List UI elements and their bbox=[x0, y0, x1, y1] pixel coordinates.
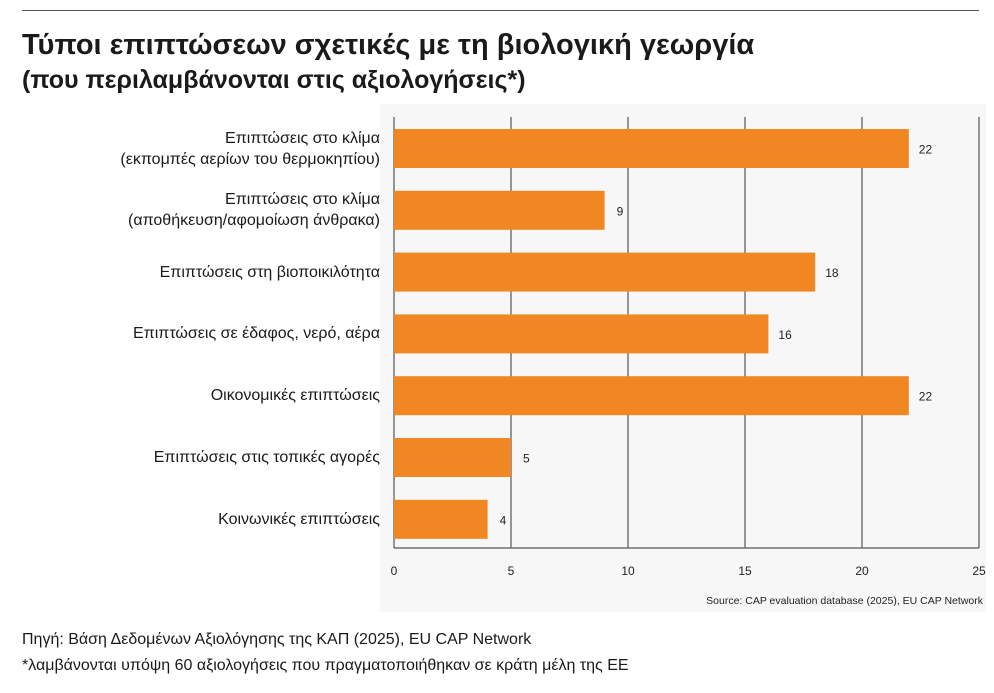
category-label: Επιπτώσεις στο κλίμα (εκπομπές αερίων του… bbox=[20, 128, 380, 170]
category-label: Επιπτώσεις στη βιοποικιλότητα bbox=[20, 262, 380, 283]
category-label-line: Επιπτώσεις στο κλίμα bbox=[225, 129, 380, 147]
bar bbox=[394, 252, 816, 292]
bar bbox=[394, 314, 769, 354]
x-tick-label: 0 bbox=[391, 564, 398, 578]
bar bbox=[394, 129, 909, 168]
category-label-line: Κοινωνικές επιπτώσεις bbox=[218, 510, 380, 528]
data-label: 18 bbox=[825, 266, 839, 280]
category-label-line: Επιπτώσεις σε έδαφος, νερό, αέρα bbox=[133, 325, 380, 343]
category-label-line: Οικονομικές επιπτώσεις bbox=[210, 387, 380, 405]
category-label-line: (αποθήκευση/αφομοίωση άνθρακα) bbox=[128, 212, 380, 230]
x-tick-label: 20 bbox=[855, 564, 869, 578]
footer-note: *λαμβάνονται υπόψη 60 αξιολογήσεις που π… bbox=[22, 657, 629, 674]
x-tick-label: 5 bbox=[508, 564, 515, 578]
top-rule bbox=[22, 10, 979, 11]
x-tick-label: 25 bbox=[972, 564, 986, 578]
category-label: Επιπτώσεις σε έδαφος, νερό, αέρα bbox=[20, 323, 380, 344]
category-label: Κοινωνικές επιπτώσεις bbox=[20, 509, 380, 530]
category-label: Επιπτώσεις στις τοπικές αγορές bbox=[20, 447, 380, 468]
data-label: 4 bbox=[500, 513, 507, 527]
x-tick-label: 15 bbox=[738, 564, 752, 578]
category-label-line: (εκπομπές αερίων του θερμοκηπίου) bbox=[120, 150, 380, 168]
data-label: 16 bbox=[778, 328, 792, 342]
bar bbox=[394, 499, 488, 539]
chart-title: Τύποι επιπτώσεων σχετικές με τη βιολογικ… bbox=[22, 29, 755, 61]
chart-subtitle: (που περιλαμβάνονται στις αξιολογήσεις*) bbox=[22, 66, 526, 94]
x-tick-label: 10 bbox=[621, 564, 635, 578]
category-label-line: Επιπτώσεις στη βιοποικιλότητα bbox=[159, 263, 380, 281]
footer-source: Πηγή: Βάση Δεδομένων Αξιολόγησης της ΚΑΠ… bbox=[22, 631, 532, 648]
category-label-line: Επιπτώσεις στις τοπικές αγορές bbox=[153, 449, 380, 466]
category-label-line: Επιπτώσεις στο κλίμα bbox=[225, 191, 380, 209]
bar bbox=[394, 438, 511, 477]
category-label: Επιπτώσεις στο κλίμα (αποθήκευση/αφομοίωσ… bbox=[20, 189, 380, 231]
data-label: 9 bbox=[617, 204, 624, 218]
bar bbox=[394, 376, 909, 416]
data-label: 22 bbox=[919, 390, 933, 404]
category-label: Οικονομικές επιπτώσεις bbox=[20, 385, 380, 406]
chart-source: Source: CAP evaluation database (2025), … bbox=[706, 595, 984, 607]
data-label: 22 bbox=[919, 143, 933, 157]
data-label: 5 bbox=[523, 452, 530, 466]
bar bbox=[394, 190, 605, 230]
